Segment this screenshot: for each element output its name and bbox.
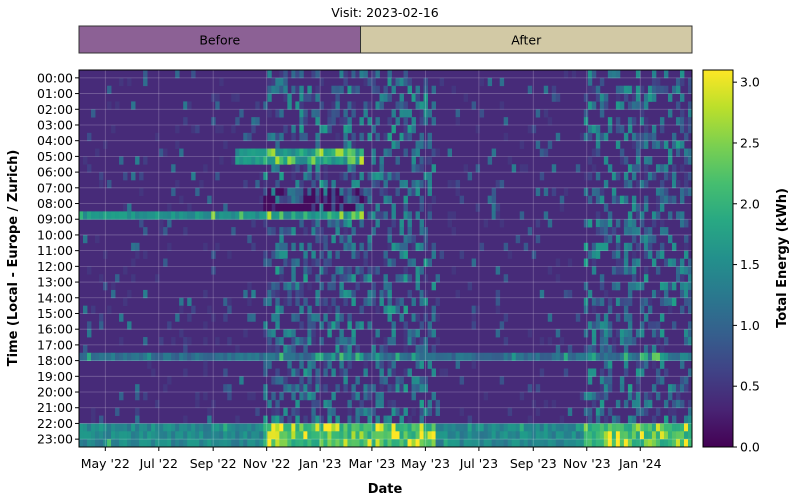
period-after: [360, 25, 693, 54]
y-tick-label: 17:00: [37, 337, 73, 352]
x-tick-label: May '22: [81, 456, 130, 471]
x-tick-label: Sep '23: [510, 456, 557, 471]
heatmap-cells: [79, 70, 693, 448]
x-tick-label: Nov '23: [563, 456, 611, 471]
chart-title: Visit: 2023-02-16: [331, 5, 439, 20]
y-tick-label: 23:00: [37, 432, 73, 447]
colorbar-tick-label: 0.0: [740, 440, 760, 455]
y-tick-label: 14:00: [37, 290, 73, 305]
x-tick-label: Jul '22: [139, 456, 178, 471]
y-axis-label: Time (Local - Europe / Zurich): [6, 150, 21, 367]
x-tick-label: Sep '22: [190, 456, 237, 471]
period-before: [78, 25, 362, 54]
y-tick-label: 03:00: [37, 117, 73, 132]
colorbar-gradient: [702, 69, 734, 448]
x-tick-label: Jan '24: [618, 456, 662, 471]
y-tick-label: 15:00: [37, 306, 73, 321]
y-tick-label: 22:00: [37, 416, 73, 431]
colorbar-tick-label: 2.5: [740, 135, 760, 150]
y-tick-label: 18:00: [37, 353, 73, 368]
y-tick-label: 21:00: [37, 400, 73, 415]
period-label-before: Before: [199, 33, 240, 48]
y-tick-label: 00:00: [37, 70, 73, 85]
y-axis-ticks: 00:0001:0002:0003:0004:0005:0006:0007:00…: [37, 70, 79, 447]
x-tick-label: Jan '23: [298, 456, 342, 471]
y-tick-label: 05:00: [37, 149, 73, 164]
y-tick-label: 08:00: [37, 196, 73, 211]
y-tick-label: 02:00: [37, 102, 73, 117]
colorbar-label: Total Energy (kWh): [775, 188, 790, 328]
y-tick-label: 01:00: [37, 86, 73, 101]
x-tick-label: May '23: [401, 456, 450, 471]
x-axis-label: Date: [368, 482, 403, 497]
x-tick-label: Jul '23: [459, 456, 498, 471]
colorbar-tick-label: 1.5: [740, 257, 760, 272]
y-tick-label: 19:00: [37, 369, 73, 384]
period-bar: Before After: [78, 25, 693, 54]
y-tick-label: 09:00: [37, 212, 73, 227]
x-axis-ticks: May '22 Jul '22 Sep '22 Nov '22 Jan '23 Mar '…: [81, 447, 662, 471]
y-tick-label: 04:00: [37, 133, 73, 148]
colorbar-tick-label: 1.0: [740, 318, 760, 333]
colorbar: 0.0 0.5 1.0 1.5 2.0 2.5 3.0: [702, 69, 760, 455]
y-tick-label: 16:00: [37, 322, 73, 337]
period-label-after: After: [511, 33, 542, 48]
y-tick-label: 11:00: [37, 243, 73, 258]
colorbar-tick-label: 3.0: [740, 75, 760, 90]
y-tick-label: 06:00: [37, 165, 73, 180]
x-tick-label: Nov '22: [243, 456, 291, 471]
x-tick-label: Mar '23: [348, 456, 395, 471]
y-tick-label: 07:00: [37, 180, 73, 195]
y-tick-label: 12:00: [37, 259, 73, 274]
colorbar-tick-label: 2.0: [740, 196, 760, 211]
y-tick-label: 20:00: [37, 385, 73, 400]
plot-frame: [78, 69, 693, 448]
y-tick-label: 13:00: [37, 275, 73, 290]
y-tick-label: 10:00: [37, 227, 73, 242]
colorbar-tick-label: 0.5: [740, 379, 760, 394]
grid-lines: [79, 70, 692, 447]
